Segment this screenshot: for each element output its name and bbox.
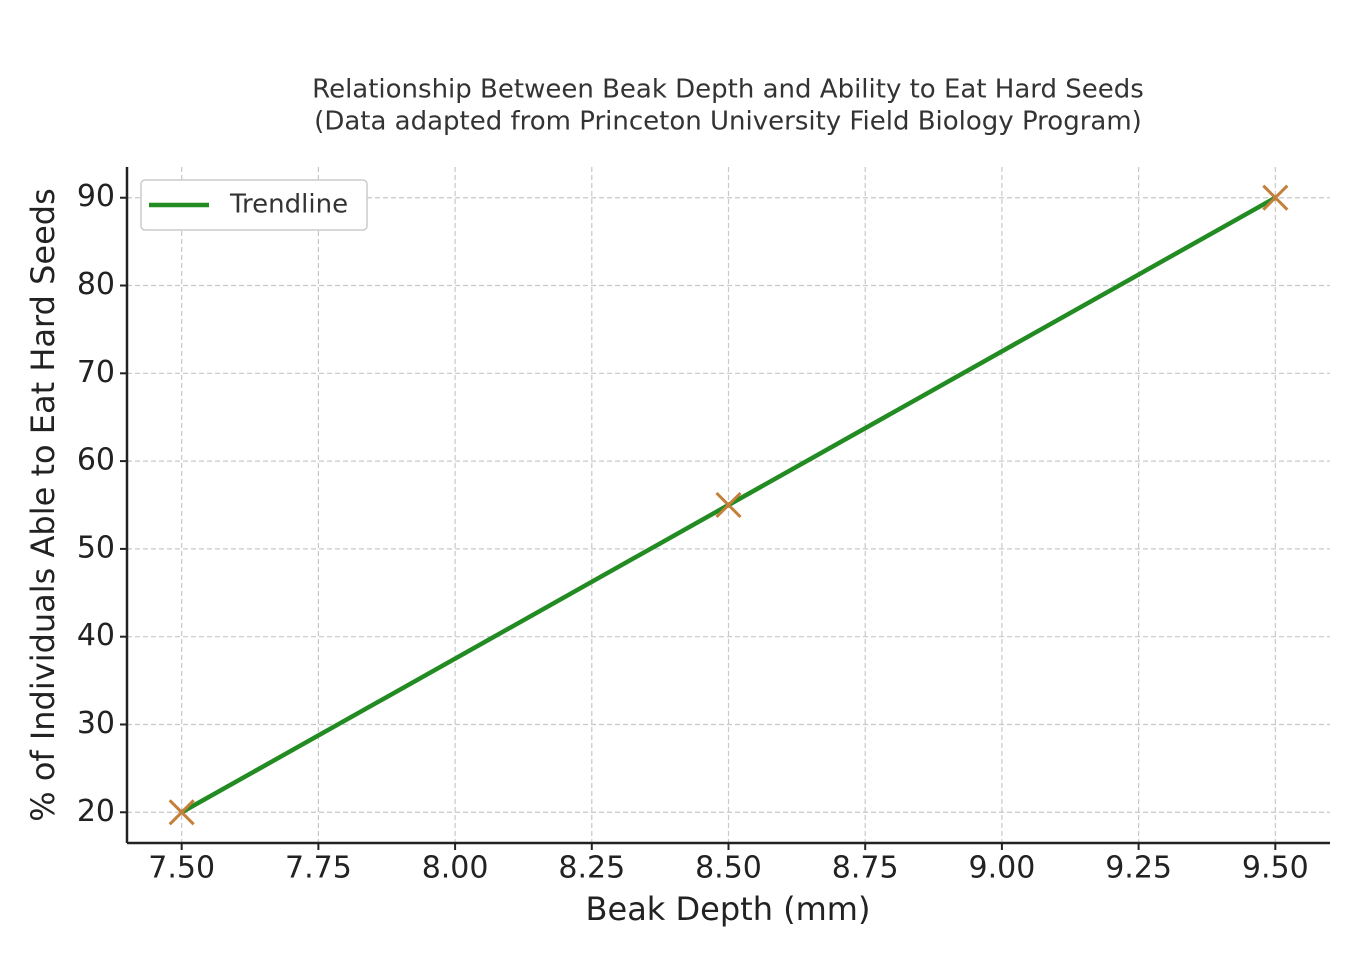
x-tick-label: 8.75 <box>832 851 899 886</box>
chart-title: Relationship Between Beak Depth and Abil… <box>312 75 1144 105</box>
legend-label: Trendline <box>229 190 348 220</box>
x-tick-label: 7.50 <box>148 851 215 886</box>
chart-subtitle: (Data adapted from Princeton University … <box>314 107 1142 137</box>
x-tick-label: 9.00 <box>969 851 1036 886</box>
x-tick-label: 9.50 <box>1242 851 1309 886</box>
x-tick-label: 7.75 <box>285 851 352 886</box>
y-tick-label: 40 <box>77 618 115 653</box>
x-marker <box>715 491 742 519</box>
y-axis-label: % of Individuals Able to Eat Hard Seeds <box>24 188 62 822</box>
y-tick-label: 50 <box>77 530 115 565</box>
y-tick-label: 60 <box>77 443 115 478</box>
x-tick-label: 8.25 <box>558 851 625 886</box>
x-axis-label: Beak Depth (mm) <box>586 890 871 928</box>
x-marker <box>1262 184 1289 211</box>
y-tick-label: 30 <box>77 706 115 741</box>
x-tick-label: 8.00 <box>422 851 489 886</box>
legend-box <box>140 179 368 231</box>
y-tick-label: 70 <box>77 355 115 390</box>
y-tick-label: 80 <box>77 267 115 302</box>
x-tick-label: 9.25 <box>1105 851 1172 886</box>
x-marker <box>168 799 195 826</box>
y-tick-label: 20 <box>77 794 115 829</box>
x-tick-label: 8.50 <box>695 851 762 886</box>
legend: Trendline <box>140 179 368 231</box>
y-tick-label: 90 <box>77 179 115 214</box>
